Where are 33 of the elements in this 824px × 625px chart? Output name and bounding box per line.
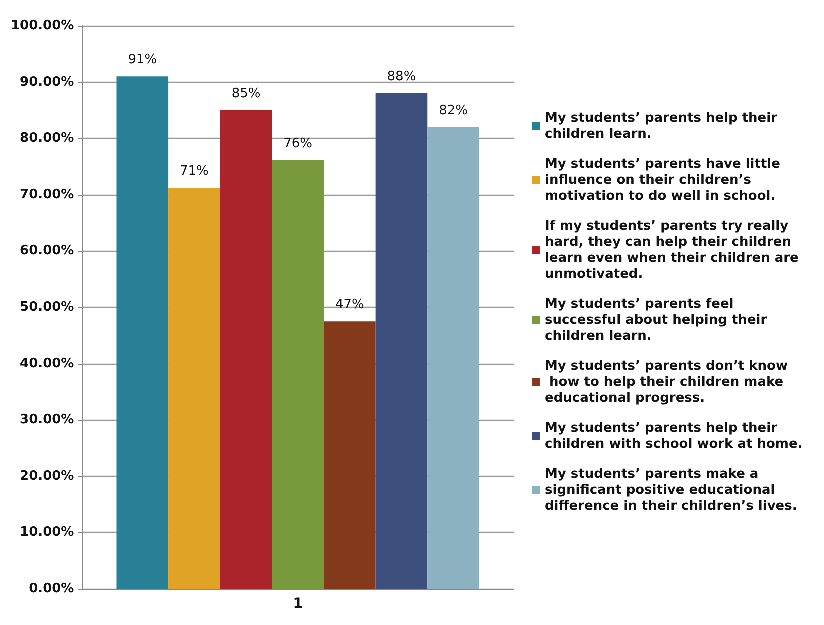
data-label: 85% — [232, 86, 261, 102]
y-tick-label: 50.00% — [20, 300, 74, 315]
legend-label: My students’ parents help their children with school work at home. — [545, 421, 803, 452]
bar — [428, 127, 480, 589]
y-tick-label: 20.00% — [20, 468, 74, 484]
bar — [168, 188, 220, 589]
y-tick-label: 70.00% — [20, 187, 74, 202]
x-tick-label: 1 — [293, 596, 303, 612]
y-tick-label: 100.00% — [10, 18, 74, 34]
bar — [376, 94, 428, 589]
y-tick-label: 0.00% — [29, 582, 74, 596]
bar — [116, 76, 169, 589]
y-tick-label: 30.00% — [20, 412, 74, 428]
data-label: 91% — [128, 52, 158, 68]
bar — [220, 110, 272, 589]
y-tick-label: 40.00% — [20, 356, 74, 372]
legend-label: My students’ parents help their children learn. — [545, 111, 782, 142]
data-label: 47% — [335, 298, 364, 313]
bar — [272, 160, 324, 589]
data-label: 88% — [387, 70, 416, 85]
y-tick-label: 90.00% — [20, 74, 74, 90]
data-label: 76% — [284, 136, 313, 152]
legend-label: If my students’ parents try really hard, they can help their children learn even when their children are unmotivated. — [545, 219, 804, 282]
y-tick-label: 80.00% — [20, 131, 74, 146]
legend-label: My students’ parents make a significant positive educational difference in their children’s lives. — [545, 467, 798, 514]
data-label: 82% — [439, 103, 468, 118]
legend-label: My students’ parents feel successful about helping their children learn. — [545, 297, 772, 344]
y-tick-label: 60.00% — [20, 244, 74, 259]
legend-label: My students’ parents don’t know how to help their children make educational progress. — [545, 359, 788, 406]
legend-label: My students’ parents have little influence on their children’s motivation to do well in school. — [545, 157, 785, 204]
data-label: 71% — [180, 164, 209, 180]
y-tick-label: 10.00% — [20, 525, 74, 540]
bar — [324, 322, 376, 589]
